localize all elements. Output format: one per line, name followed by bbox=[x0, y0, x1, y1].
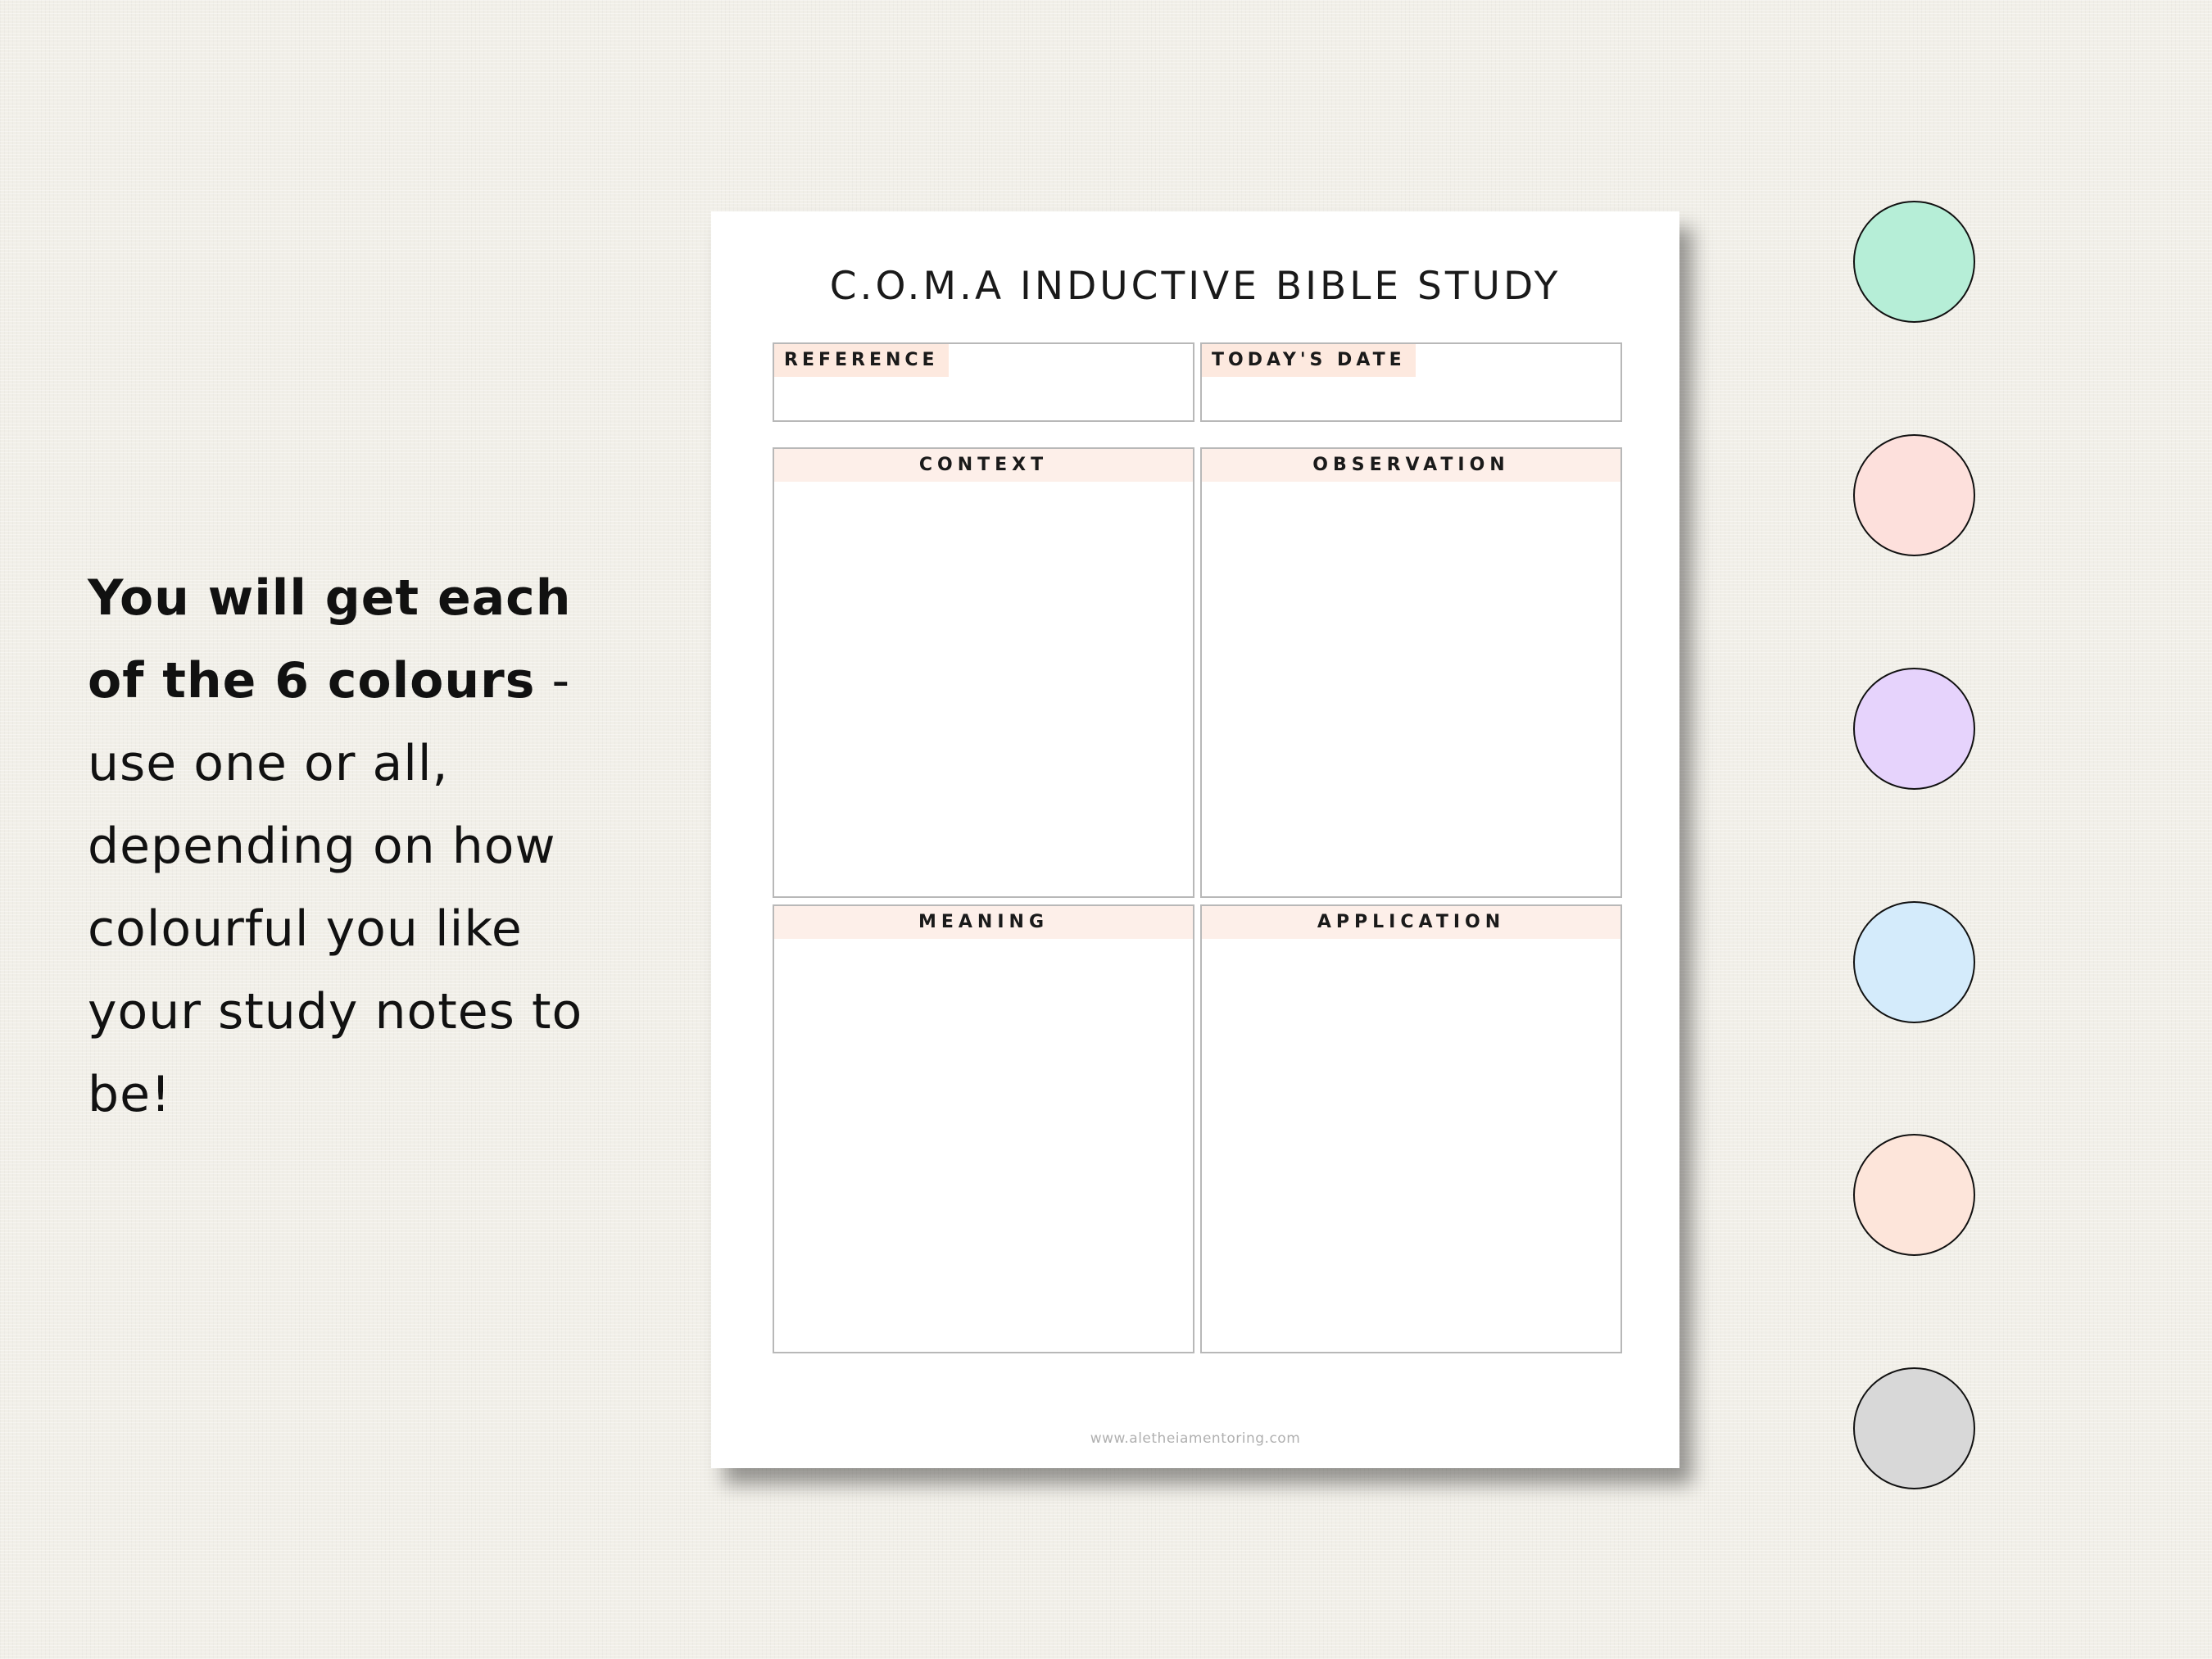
application-header: APPLICATION bbox=[1202, 906, 1620, 939]
worksheet-title: C.O.M.A INDUCTIVE BIBLE STUDY bbox=[829, 264, 1562, 309]
swatch-mint bbox=[1853, 201, 1975, 323]
promo-text: You will get each of the 6 colours - use… bbox=[88, 557, 645, 1136]
swatch-grey bbox=[1853, 1367, 1975, 1489]
observation-section: OBSERVATION bbox=[1200, 447, 1622, 898]
context-section: CONTEXT bbox=[773, 447, 1194, 898]
observation-header: OBSERVATION bbox=[1202, 449, 1620, 482]
swatch-sky bbox=[1853, 901, 1975, 1023]
context-header: CONTEXT bbox=[774, 449, 1193, 482]
promo-rest-text: - use one or all, depending on how colou… bbox=[88, 652, 583, 1123]
application-section: APPLICATION bbox=[1200, 904, 1622, 1353]
meaning-section: MEANING bbox=[773, 904, 1194, 1353]
meaning-header: MEANING bbox=[774, 906, 1193, 939]
date-label: TODAY'S DATE bbox=[1202, 344, 1416, 377]
reference-field: REFERENCE bbox=[773, 342, 1194, 422]
date-field: TODAY'S DATE bbox=[1200, 342, 1622, 422]
worksheet-page: C.O.M.A INDUCTIVE BIBLE STUDY REFERENCE … bbox=[711, 211, 1679, 1468]
swatch-peach bbox=[1853, 1134, 1975, 1256]
reference-label: REFERENCE bbox=[774, 344, 949, 377]
worksheet-footer-url: www.aletheiamentoring.com bbox=[1090, 1430, 1301, 1447]
swatch-pink bbox=[1853, 434, 1975, 556]
promo-bold-text: You will get each of the 6 colours bbox=[88, 569, 572, 709]
swatch-lavender bbox=[1853, 668, 1975, 790]
